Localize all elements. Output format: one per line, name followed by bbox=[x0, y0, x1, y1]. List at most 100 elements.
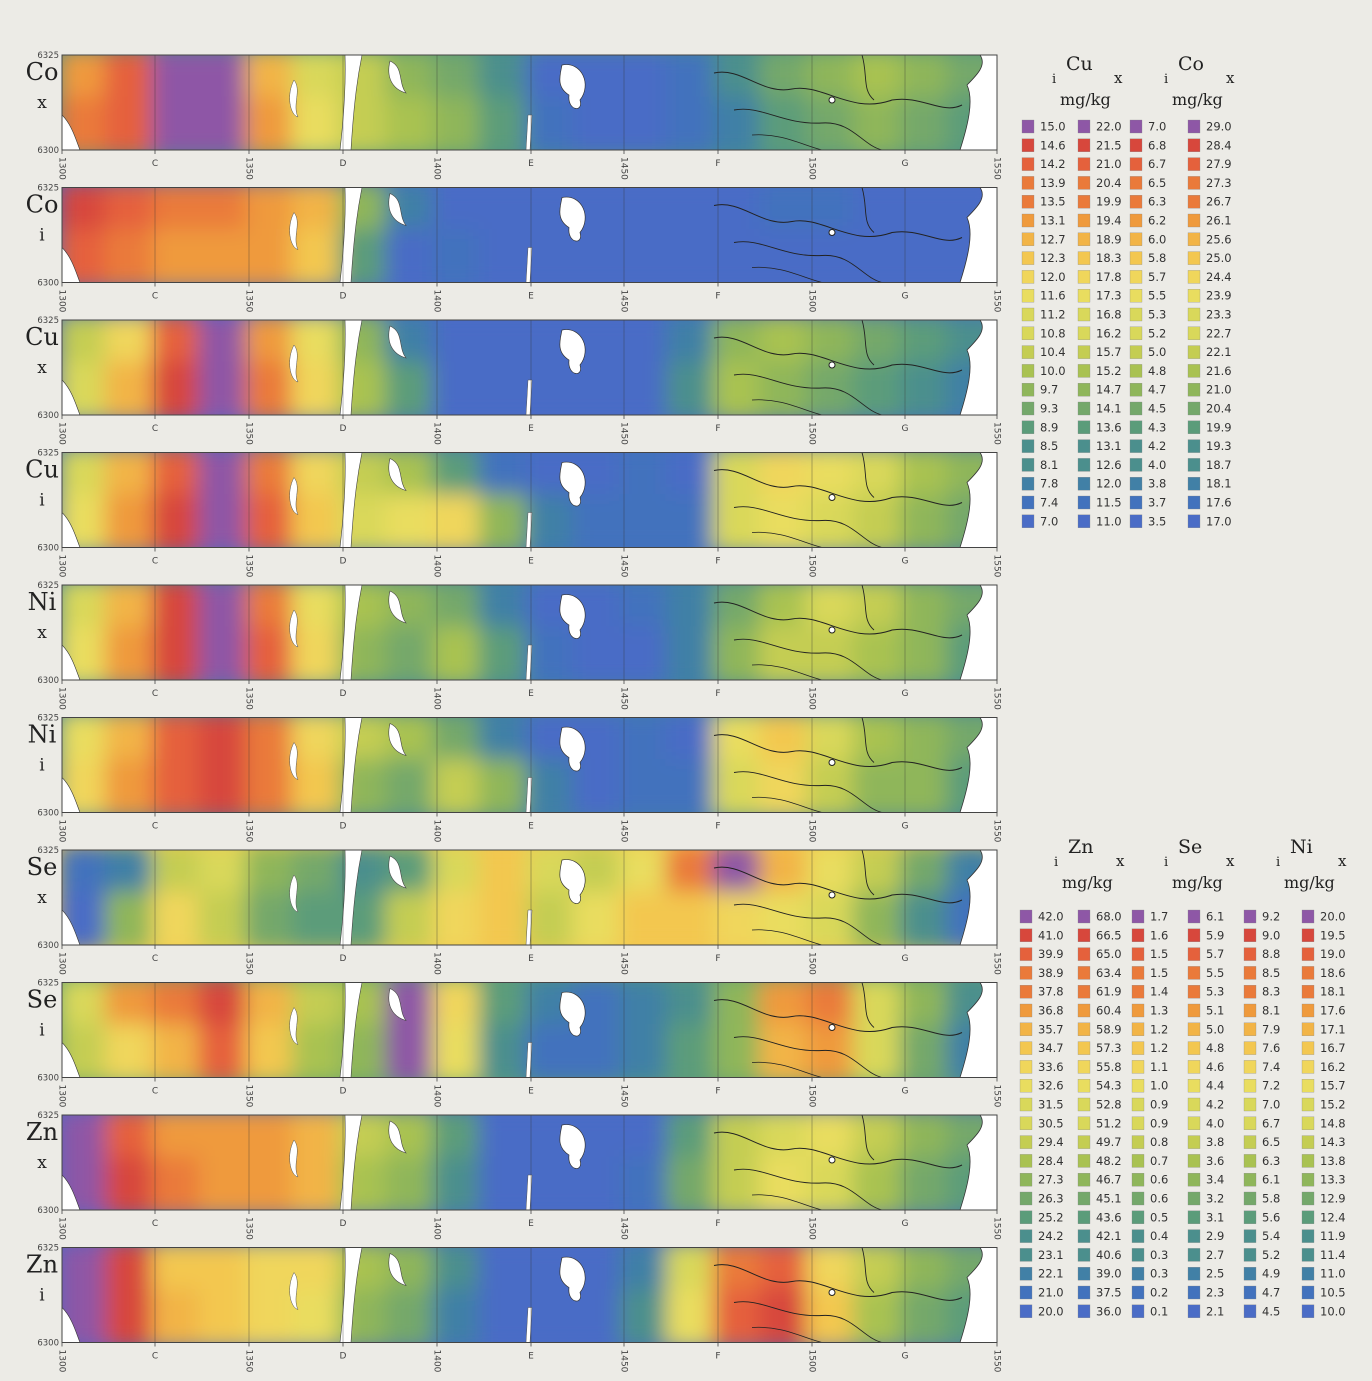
legend-value: 39.9 bbox=[1038, 947, 1064, 961]
legend-swatch bbox=[1019, 928, 1033, 942]
legend-swatch bbox=[1077, 383, 1091, 397]
legend-swatch bbox=[1301, 1060, 1315, 1074]
legend-swatch bbox=[1021, 176, 1035, 190]
legend-swatch bbox=[1019, 1154, 1033, 1168]
legend-value: 45.1 bbox=[1096, 1192, 1122, 1206]
legend-value: 12.3 bbox=[1040, 251, 1066, 265]
x-tick-label: 1550 bbox=[992, 422, 1002, 445]
panel-element-label: Co bbox=[26, 191, 59, 219]
legend-value: 5.0 bbox=[1148, 345, 1166, 359]
legend-value: 1.5 bbox=[1150, 947, 1168, 961]
x-tick-label: 1350 bbox=[244, 422, 254, 445]
x-grid-letter: C bbox=[152, 689, 158, 699]
legend-swatch bbox=[1021, 157, 1035, 171]
legend-swatch bbox=[1021, 495, 1035, 510]
legend-swatch bbox=[1187, 213, 1201, 228]
legend-value: 35.7 bbox=[1038, 1022, 1064, 1036]
x-tick-label: 1350 bbox=[244, 555, 254, 578]
legend-swatch bbox=[1077, 251, 1091, 265]
legend-value: 6.5 bbox=[1148, 176, 1166, 190]
legend-value: 23.3 bbox=[1206, 308, 1232, 322]
legend-swatch bbox=[1077, 1097, 1091, 1112]
legend-value: 22.1 bbox=[1038, 1267, 1064, 1281]
legend-value: 0.8 bbox=[1150, 1135, 1168, 1149]
legend-swatch bbox=[1019, 1248, 1033, 1262]
legend-swatch bbox=[1019, 1116, 1033, 1130]
legend-value: 13.1 bbox=[1096, 439, 1122, 453]
legend-value: 60.4 bbox=[1096, 1004, 1122, 1018]
y-label-top: 6325 bbox=[37, 51, 59, 61]
legend-swatch bbox=[1187, 458, 1201, 472]
panel-suffix-label: i bbox=[39, 1021, 45, 1041]
legend-header-se: Sei xmg/kg bbox=[1164, 836, 1235, 892]
legend-value: 26.3 bbox=[1038, 1192, 1064, 1206]
legend-value: 12.7 bbox=[1040, 232, 1066, 246]
legend-swatch bbox=[1301, 1248, 1315, 1262]
legend-swatch bbox=[1021, 289, 1035, 303]
x-grid-letter: G bbox=[902, 1087, 909, 1097]
legend-value: 0.9 bbox=[1150, 1116, 1168, 1130]
legend-value: 14.6 bbox=[1040, 138, 1066, 152]
legend-value: 10.5 bbox=[1320, 1286, 1346, 1300]
legend-swatch bbox=[1243, 1285, 1257, 1300]
panel-element-label: Cu bbox=[25, 456, 59, 484]
legend-value: 13.1 bbox=[1040, 214, 1066, 228]
x-grid-letter: E bbox=[528, 292, 534, 302]
x-tick-label: 1550 bbox=[992, 820, 1002, 843]
legend-swatch bbox=[1077, 1210, 1091, 1224]
legend-swatch bbox=[1301, 1191, 1315, 1206]
legend-value: 25.0 bbox=[1206, 251, 1232, 265]
legend-value: 4.8 bbox=[1148, 364, 1166, 378]
legend-value: 15.2 bbox=[1096, 364, 1122, 378]
legend-swatch bbox=[1021, 364, 1035, 378]
legend-value: 8.1 bbox=[1040, 458, 1058, 472]
legend-swatch bbox=[1129, 232, 1143, 246]
legend-value: 11.2 bbox=[1040, 308, 1066, 322]
x-grid-letter: F bbox=[715, 689, 720, 699]
legend-swatch bbox=[1131, 1022, 1145, 1036]
legend-swatch bbox=[1131, 1267, 1145, 1281]
legend-value: 22.7 bbox=[1206, 326, 1232, 340]
x-tick-label: 1550 bbox=[992, 1217, 1002, 1240]
legend-value: 19.0 bbox=[1320, 947, 1346, 961]
legend-value: 51.2 bbox=[1096, 1116, 1122, 1130]
legend-swatch bbox=[1019, 1304, 1033, 1318]
legend-value: 1.4 bbox=[1150, 985, 1168, 999]
legend-value: 4.5 bbox=[1262, 1304, 1280, 1318]
legend-column: 68.0 66.5 65.0 63.4 61.9 60.4 58.9 57.3 55.8 54.3… bbox=[1077, 910, 1122, 1318]
legend-value: 13.3 bbox=[1320, 1173, 1346, 1187]
legend-value: 4.9 bbox=[1262, 1267, 1280, 1281]
legend-swatch bbox=[1131, 1191, 1145, 1206]
legend-swatch bbox=[1301, 928, 1315, 942]
legend-swatch bbox=[1077, 289, 1091, 303]
legend-value: 2.1 bbox=[1206, 1304, 1224, 1318]
legend-value: 28.4 bbox=[1038, 1154, 1064, 1168]
legend-swatch bbox=[1243, 985, 1257, 999]
legend-swatch bbox=[1129, 176, 1143, 190]
legend-sub-i: i bbox=[1164, 72, 1168, 87]
legend-value: 16.7 bbox=[1320, 1041, 1346, 1055]
x-grid-letter: E bbox=[528, 822, 534, 832]
legend-sub-x: x bbox=[1116, 852, 1125, 870]
legend-swatch bbox=[1187, 1060, 1201, 1074]
legend-header-cu: Cui xmg/kg bbox=[1052, 53, 1123, 109]
legend-value: 52.8 bbox=[1096, 1098, 1122, 1112]
legend-swatch bbox=[1301, 1229, 1315, 1243]
legend-value: 16.8 bbox=[1096, 308, 1122, 322]
legend-swatch bbox=[1301, 947, 1315, 961]
legend-swatch bbox=[1021, 307, 1035, 322]
legend-swatch bbox=[1187, 928, 1201, 942]
x-tick-label: 1500 bbox=[807, 952, 817, 975]
legend-value: 5.8 bbox=[1262, 1192, 1280, 1206]
legend-swatch bbox=[1019, 1285, 1033, 1300]
legend-swatch bbox=[1129, 458, 1143, 472]
legend-swatch bbox=[1077, 326, 1091, 340]
x-grid-letter: C bbox=[152, 1219, 158, 1229]
legend-swatch bbox=[1131, 966, 1145, 980]
legend-value: 0.3 bbox=[1150, 1267, 1168, 1281]
legend-swatch bbox=[1243, 1022, 1257, 1036]
legend-sub-x: x bbox=[1226, 69, 1235, 87]
legend-value: 4.2 bbox=[1206, 1098, 1224, 1112]
